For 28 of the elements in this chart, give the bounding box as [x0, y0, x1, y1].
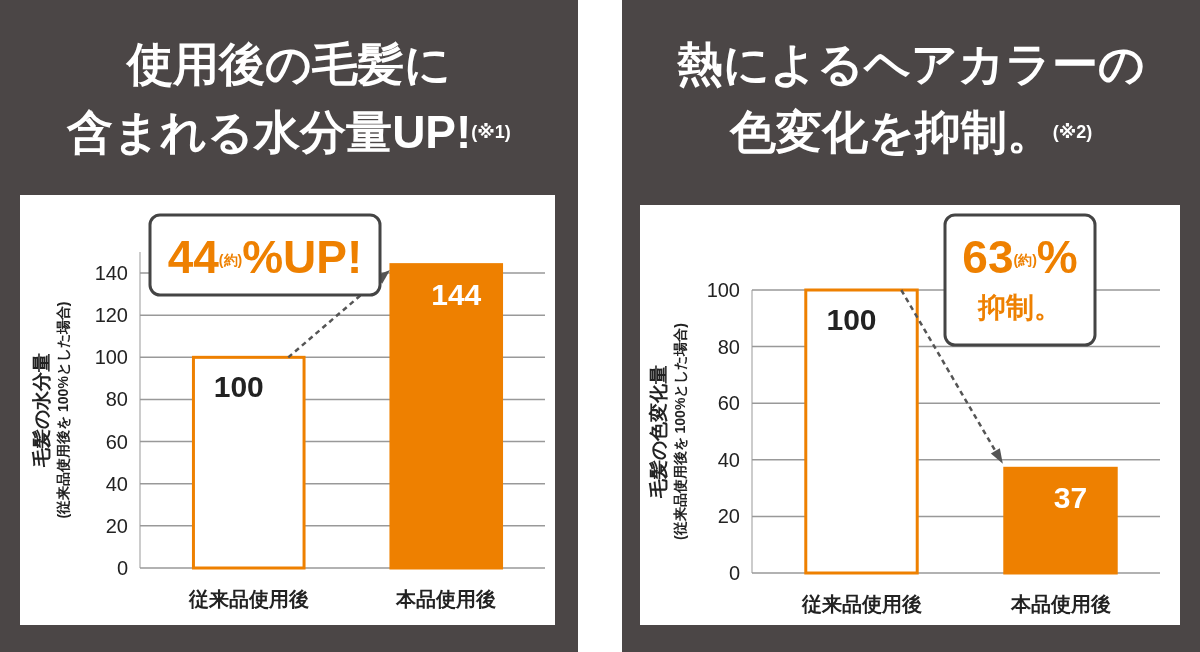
y-tick-label: 40 [717, 448, 740, 471]
y-tick-label: 140 [94, 262, 128, 285]
annotation: 44$^{(約)}$%UP! [167, 231, 363, 283]
chart-title: 使用後の毛髪に含まれる水分量UP!$^{(※1)}$ [66, 38, 511, 158]
data-label: 100 [213, 370, 264, 404]
y-tick-label: 100 [94, 346, 128, 369]
x-tick-label: 従来品使用後 [800, 593, 922, 615]
y-tick-label: 20 [717, 505, 740, 528]
y-tick-label: 20 [105, 514, 128, 537]
data-label: 37 [1053, 481, 1088, 515]
x-tick-label: 本品使用後 [1009, 593, 1111, 615]
y-tick-label: 100 [706, 279, 740, 301]
data-label: 100 [826, 303, 877, 336]
chart-title: 熱によるヘアカラーの色変化を抑制。$^{(※2)}$ [676, 38, 1145, 158]
y-tick-label: 0 [116, 557, 128, 579]
y-tick-label: 80 [105, 388, 128, 411]
y-tick-label: 0 [728, 562, 740, 584]
y-tick-label: 60 [717, 392, 740, 415]
y-axis-title: 毛髪の色変化量 (従来品使用後を 100%とした場合) [648, 322, 688, 541]
data-label: 144 [431, 277, 482, 311]
x-tick-label: 従来品使用後 [187, 588, 309, 610]
y-tick-label: 80 [717, 335, 740, 358]
y-tick-label: 40 [105, 472, 128, 495]
x-tick-label: 本品使用後 [395, 588, 497, 610]
y-tick-label: 60 [105, 430, 128, 453]
y-tick-label: 120 [94, 304, 128, 327]
y-axis-title: 毛髪の水分量 (従来品使用後を 100%とした場合) [31, 301, 71, 519]
annotation: 63$^{(約)}$% 抑制。 [962, 231, 1078, 323]
